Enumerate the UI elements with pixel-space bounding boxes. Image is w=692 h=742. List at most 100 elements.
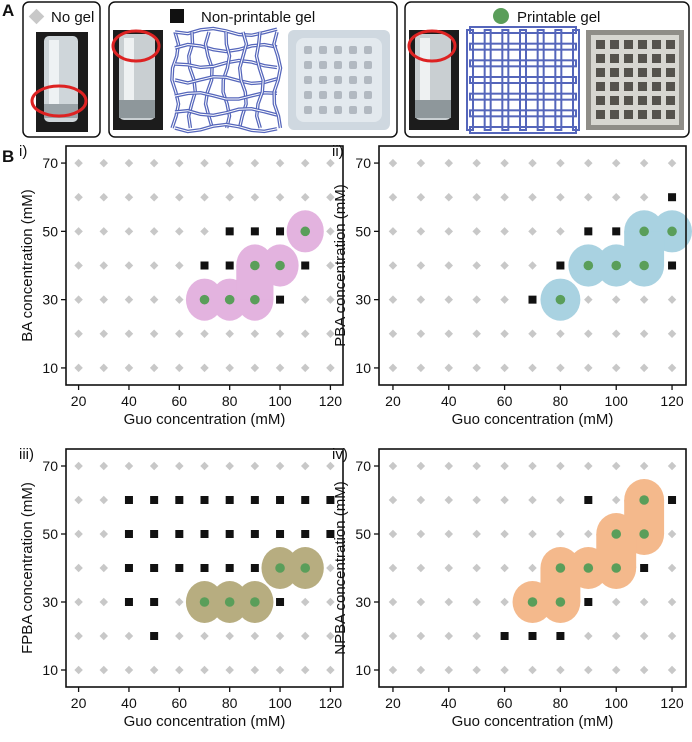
y-tick-label: 10 xyxy=(42,662,58,678)
non-printable-point xyxy=(556,632,565,640)
no-gel-point xyxy=(200,227,209,236)
no-gel-point xyxy=(416,192,426,202)
panel-a-label: A xyxy=(2,1,14,20)
non-printable-point xyxy=(326,530,335,538)
no-gel-point xyxy=(99,461,109,471)
printable-point xyxy=(275,260,285,271)
printable-point xyxy=(555,597,566,607)
no-gel-point xyxy=(416,665,426,675)
x-tick-label: 40 xyxy=(121,393,137,409)
no-gel-point xyxy=(300,597,310,607)
no-gel-point xyxy=(275,363,285,373)
printable-box xyxy=(404,1,690,138)
printable-point xyxy=(555,294,566,305)
printable-point xyxy=(639,529,649,539)
non-printable-point xyxy=(556,261,565,270)
printable-point xyxy=(611,529,622,539)
no-gel-point xyxy=(388,158,398,168)
y-tick-label: 50 xyxy=(42,526,58,542)
x-tick-label: 20 xyxy=(385,393,401,409)
chart-3: 20 40 60 80 100 120 10 30 50 70 Guo concentration … xyxy=(19,446,344,730)
x-tick-label: 80 xyxy=(222,393,238,409)
no-gel-point xyxy=(74,665,83,675)
no-gel-point xyxy=(200,329,209,339)
no-gel-point xyxy=(388,563,398,573)
no-gel-point xyxy=(99,529,109,539)
no-gel-point xyxy=(416,363,426,373)
x-tick-label: 120 xyxy=(660,393,684,409)
no-gel-point xyxy=(74,261,83,270)
no-gel-point xyxy=(388,227,398,236)
y-axis-label: PBA concentration (mM) xyxy=(332,184,349,347)
x-tick-label: 20 xyxy=(71,695,87,711)
printed-photo-printable xyxy=(586,30,684,130)
y-tick-label: 50 xyxy=(355,223,371,239)
printed-photo-non-printable xyxy=(288,30,390,130)
no-gel-point xyxy=(149,363,159,373)
no-gel-point xyxy=(200,631,209,641)
no-gel-point xyxy=(99,495,109,505)
non-printable-point xyxy=(150,496,159,504)
printable-point xyxy=(667,226,677,237)
x-tick-label: 100 xyxy=(605,393,629,409)
no-gel-point xyxy=(500,192,509,202)
no-gel-point xyxy=(556,529,565,539)
x-tick-label: 20 xyxy=(71,393,87,409)
no-gel-point xyxy=(416,597,426,607)
no-gel-point xyxy=(444,631,454,641)
no-gel-point xyxy=(99,158,109,168)
no-gel-point xyxy=(388,665,398,675)
no-gel-point xyxy=(444,363,454,373)
printable-region xyxy=(185,547,324,623)
y-tick-label: 30 xyxy=(42,292,58,308)
no-gel-point xyxy=(388,529,398,539)
region-bridge xyxy=(540,568,581,602)
no-gel-point xyxy=(300,329,310,339)
no-gel-point xyxy=(667,563,677,573)
no-gel-point xyxy=(124,329,134,339)
x-tick-label: 60 xyxy=(497,393,513,409)
x-tick-label: 80 xyxy=(553,695,569,711)
no-gel-point xyxy=(472,227,481,236)
x-tick-label: 20 xyxy=(385,695,401,711)
x-tick-label: 40 xyxy=(441,695,457,711)
no-gel-point xyxy=(326,631,335,641)
plot-frame xyxy=(65,448,344,688)
printable-point xyxy=(639,260,649,271)
no-gel-point xyxy=(388,461,398,471)
printable-point xyxy=(639,226,649,237)
no-gel-point xyxy=(99,597,109,607)
no-gel-point xyxy=(149,192,159,202)
printable-point xyxy=(639,495,649,505)
no-gel-point xyxy=(175,461,184,471)
y-tick-label: 10 xyxy=(355,360,371,376)
no-gel-point xyxy=(326,261,335,270)
no-gel-point xyxy=(275,631,285,641)
no-gel-point xyxy=(300,158,310,168)
subpanel-label: iv) xyxy=(332,446,348,463)
no-gel-point xyxy=(667,329,677,339)
printable-point xyxy=(300,226,311,237)
non-printable-point xyxy=(225,496,234,504)
non-printable-point xyxy=(150,632,159,640)
no-gel-point xyxy=(556,192,565,202)
no-gel-point xyxy=(99,295,109,304)
no-gel-point xyxy=(528,329,537,339)
printable-point xyxy=(224,597,235,607)
no-gel-point xyxy=(300,192,310,202)
y-tick-label: 50 xyxy=(355,526,371,542)
no-gel-point xyxy=(275,192,285,202)
no-gel-point xyxy=(416,261,426,270)
no-gel-point xyxy=(584,461,593,471)
no-gel-point xyxy=(200,665,209,675)
printable-point xyxy=(250,597,260,607)
no-gel-point xyxy=(416,227,426,236)
printable-point xyxy=(527,597,538,607)
no-gel-point xyxy=(149,261,159,270)
no-gel-point xyxy=(584,295,593,304)
printable-point xyxy=(611,563,622,573)
no-gel-point xyxy=(225,329,234,339)
no-gel-point xyxy=(149,227,159,236)
distorted-lattice-drawing xyxy=(170,26,283,134)
subpanel-label: i) xyxy=(19,143,27,160)
